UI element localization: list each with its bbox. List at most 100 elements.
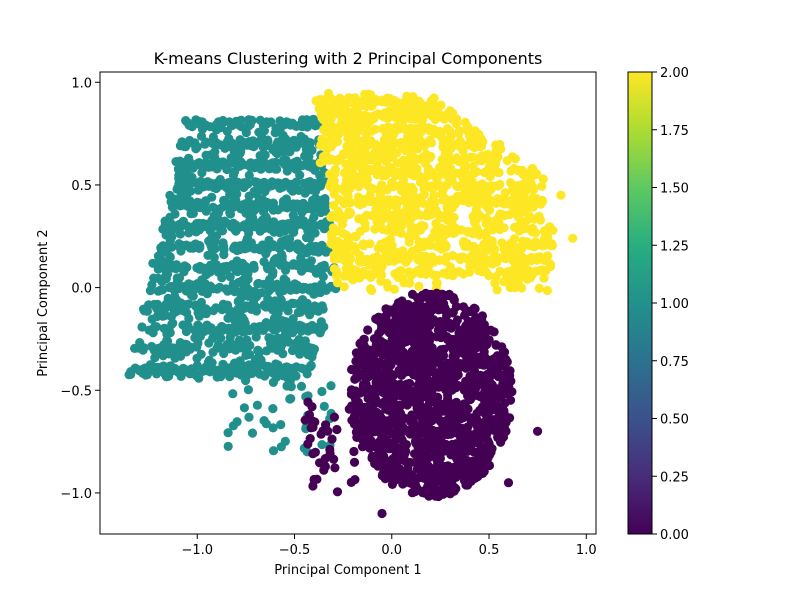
scatter-point [252, 177, 262, 187]
scatter-point [265, 219, 275, 229]
scatter-point [427, 416, 437, 426]
scatter-point [271, 325, 281, 335]
scatter-point [370, 147, 380, 157]
scatter-point [418, 330, 428, 340]
scatter-point [448, 345, 458, 355]
scatter-point [210, 152, 220, 162]
scatter-point [445, 384, 455, 394]
scatter-point [191, 369, 201, 379]
scatter-point [475, 392, 486, 402]
scatter-point [286, 382, 296, 392]
scatter-point [311, 265, 321, 275]
scatter-point [285, 147, 295, 157]
scatter-point [380, 368, 390, 378]
scatter-point [266, 282, 276, 292]
scatter-point [387, 216, 397, 226]
scatter-point [403, 425, 413, 435]
colorbar-tick-label: 1.25 [660, 239, 689, 254]
scatter-point [380, 246, 390, 256]
scatter-point [332, 278, 343, 288]
scatter-point [442, 311, 452, 321]
scatter-point [344, 260, 354, 270]
scatter-point [282, 367, 292, 377]
scatter-point [365, 270, 375, 280]
scatter-point [378, 124, 388, 134]
scatter-point [160, 344, 170, 354]
scatter-point [439, 375, 450, 386]
scatter-point [451, 397, 461, 407]
scatter-point [438, 142, 448, 152]
scatter-point [252, 189, 262, 199]
scatter-point [410, 449, 420, 459]
scatter-point [215, 177, 225, 187]
scatter-point [525, 273, 536, 283]
scatter-point [192, 279, 202, 289]
scatter-point [436, 100, 446, 110]
scatter-point [359, 194, 369, 205]
scatter-point [472, 408, 482, 419]
scatter-point [144, 300, 154, 310]
scatter-point [382, 278, 392, 288]
colorbar-tick-label: 1.50 [660, 182, 689, 197]
scatter-point [441, 152, 451, 162]
scatter-point [331, 243, 341, 253]
scatter-point [253, 345, 263, 355]
scatter-point [308, 180, 318, 190]
scatter-point [353, 400, 363, 410]
scatter-point [351, 100, 361, 110]
scatter-point [243, 243, 253, 253]
scatter-point [470, 354, 480, 365]
scatter-point [406, 227, 416, 237]
scatter-point [268, 205, 278, 215]
scatter-point [408, 479, 418, 489]
scatter-point [436, 127, 446, 137]
scatter-point [232, 199, 242, 209]
scatter-point [149, 345, 159, 355]
scatter-point [402, 103, 412, 113]
scatter-point [233, 304, 243, 314]
scatter-point [482, 241, 492, 252]
scatter-point [305, 362, 315, 372]
scatter-point [531, 237, 541, 247]
scatter-point [405, 169, 415, 179]
scatter-point [198, 121, 208, 131]
scatter-point [405, 94, 415, 105]
scatter-point [371, 314, 381, 324]
scatter-point [185, 243, 195, 253]
scatter-point [360, 413, 370, 423]
scatter-point [445, 489, 455, 499]
scatter-point [436, 210, 446, 221]
scatter-point [400, 448, 410, 458]
scatter-point [435, 317, 445, 327]
scatter-point [460, 117, 470, 127]
scatter-point [326, 212, 336, 222]
plot-frame [99, 71, 597, 535]
scatter-point [164, 282, 174, 293]
scatter-point [403, 394, 413, 404]
scatter-point [467, 456, 478, 466]
scatter-point [520, 181, 530, 191]
scatter-point [398, 180, 408, 190]
scatter-point [317, 386, 327, 397]
colorbar-tick-label: 1.75 [660, 124, 689, 139]
scatter-point [235, 159, 245, 169]
scatter-point [302, 185, 312, 195]
scatter-point [394, 100, 404, 110]
scatter-point [409, 317, 419, 327]
scatter-point [174, 280, 184, 290]
scatter-point [155, 285, 166, 295]
scatter-point [269, 313, 280, 323]
scatter-point [383, 353, 393, 363]
scatter-point [460, 460, 470, 470]
scatter-point [428, 111, 438, 121]
scatter-point [305, 283, 315, 293]
scatter-point [435, 404, 445, 414]
scatter-point [234, 335, 245, 345]
scatter-point [225, 272, 235, 282]
scatter-point [218, 345, 228, 355]
scatter-point [438, 350, 449, 361]
scatter-point [241, 223, 251, 233]
scatter-point [208, 306, 218, 316]
scatter-point [480, 423, 490, 433]
scatter-point [547, 239, 557, 249]
